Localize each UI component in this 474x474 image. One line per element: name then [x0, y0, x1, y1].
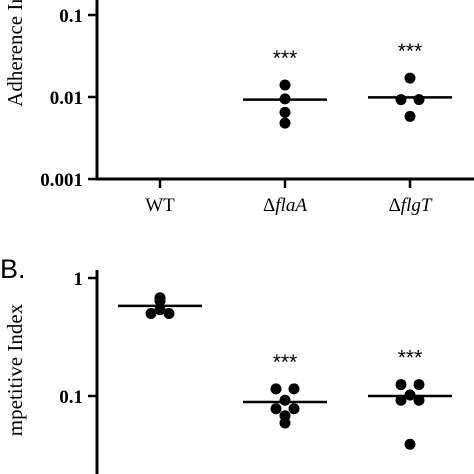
- x-tick-label: WT: [145, 195, 175, 216]
- data-point: [279, 117, 291, 129]
- data-point: [279, 79, 291, 91]
- data-point: [288, 383, 300, 395]
- data-point: [145, 308, 157, 320]
- significance-label: ***: [398, 347, 423, 370]
- y-axis-label: Adherence In: [3, 0, 27, 107]
- y-axis-label: mpetitive Index: [3, 303, 27, 436]
- data-point: [413, 394, 425, 406]
- data-point: [404, 110, 416, 122]
- y-tick-label: 0.1: [59, 6, 83, 27]
- data-point: [395, 94, 407, 106]
- data-point: [279, 106, 291, 118]
- data-point: [270, 403, 282, 415]
- data-point: [279, 394, 291, 406]
- data-point: [404, 72, 416, 84]
- y-tick-label: 1: [74, 269, 84, 290]
- significance-label: ***: [273, 351, 298, 374]
- y-tick-label: 0.1: [59, 387, 83, 408]
- data-point: [288, 403, 300, 415]
- data-point: [395, 379, 407, 391]
- x-tick-label: ΔflgT: [389, 195, 433, 216]
- data-point: [395, 394, 407, 406]
- data-point: [154, 295, 166, 307]
- x-tick-label: ΔflaA: [263, 195, 307, 216]
- data-point: [270, 383, 282, 395]
- data-point: [413, 94, 425, 106]
- y-tick-label: 0.001: [40, 170, 83, 191]
- panel-label: B.: [0, 254, 26, 284]
- significance-label: ***: [273, 47, 298, 70]
- data-point: [404, 438, 416, 450]
- y-tick-label: 0.01: [50, 88, 83, 109]
- data-point: [163, 308, 175, 320]
- data-point: [279, 417, 291, 429]
- data-point: [413, 379, 425, 391]
- significance-label: ***: [398, 40, 423, 63]
